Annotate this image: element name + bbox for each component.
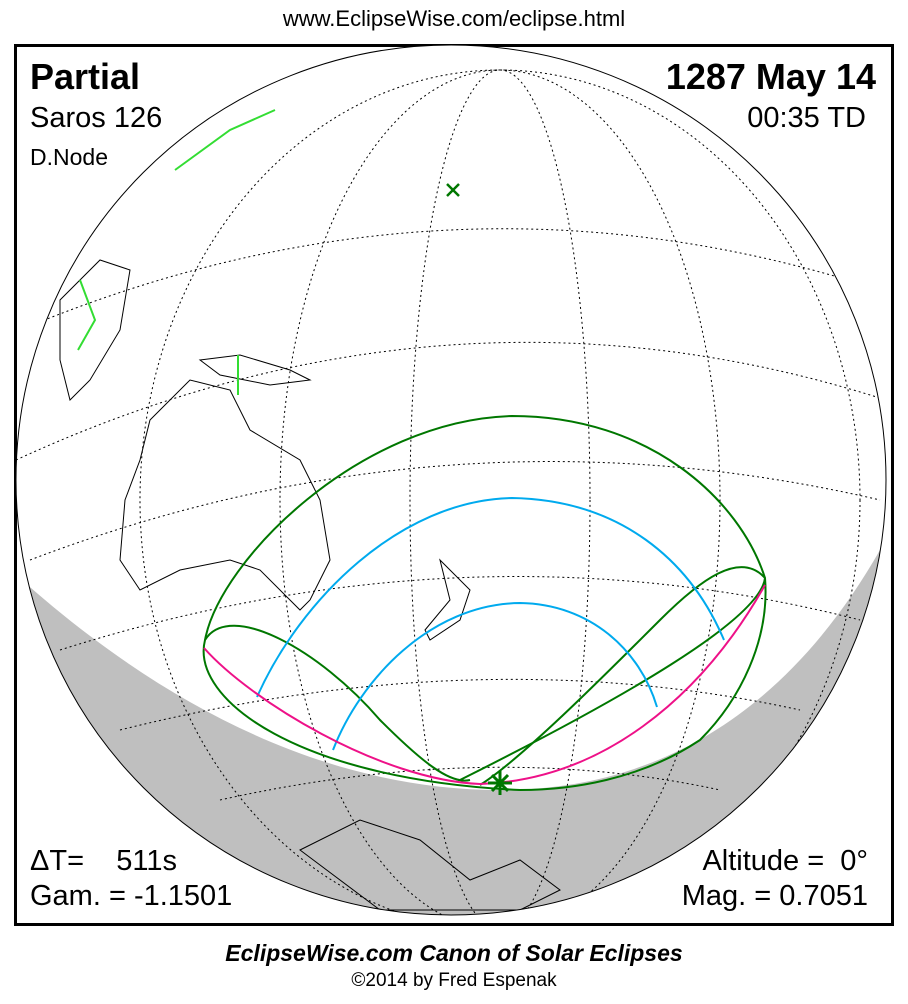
globe [16, 45, 886, 915]
eclipse-time: 00:35 TD [747, 102, 866, 134]
magnitude-curve-outer [256, 496, 725, 698]
copyright: ©2014 by Fred Espenak [351, 970, 557, 991]
canon-credit: EclipseWise.com Canon of Solar Eclipses [225, 940, 683, 966]
greatest-eclipse-star-icon [488, 771, 512, 795]
subsolar-x-marker-icon [446, 183, 460, 197]
magnitude-curve-inner [332, 601, 658, 751]
eclipse-curves [202, 414, 767, 791]
graticule [16, 69, 886, 915]
eclipse-date: 1287 May 14 [665, 56, 876, 97]
rise-set-curve [203, 584, 766, 786]
saros-label: Saros 126 [30, 102, 163, 134]
node-label: D.Node [30, 144, 108, 170]
altitude: Altitude = 0° [702, 845, 868, 877]
url-label: www.EclipseWise.com/eclipse.html [282, 6, 626, 31]
land-highlight [77, 109, 276, 395]
magnitude: Mag. = 0.7051 [681, 880, 868, 912]
eclipse-type: Partial [30, 56, 141, 97]
outer-limit-loop [204, 566, 767, 791]
outer-limit-curve [202, 414, 767, 791]
delta-t: ΔT= 511s [30, 845, 177, 877]
gamma: Gam. = -1.1501 [30, 880, 233, 912]
coastlines [59, 259, 561, 911]
globe-outline [15, 44, 887, 916]
